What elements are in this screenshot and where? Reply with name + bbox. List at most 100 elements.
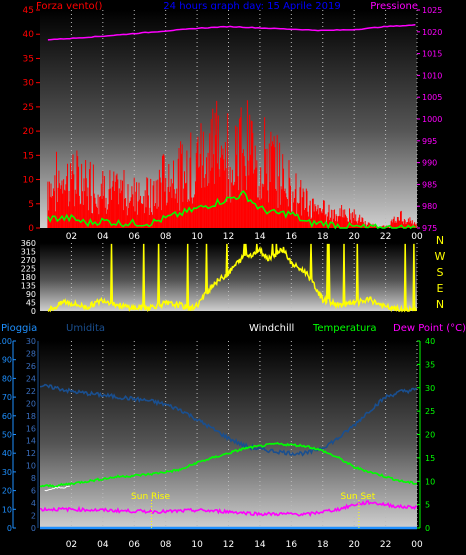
- humidity-tick-label: 12: [26, 449, 36, 458]
- wind-tick-label: 40: [23, 30, 35, 40]
- temperature-tick-label: 10: [425, 477, 435, 486]
- time-tick-label: 16: [286, 540, 298, 550]
- rain-tick-label: 80: [2, 374, 12, 383]
- gust-line: [47, 190, 416, 230]
- direction-tick-label: 225: [21, 265, 36, 274]
- wind-tick-label: 15: [23, 151, 34, 161]
- sun-markers: Sun Rise Sun Set: [131, 492, 376, 528]
- rain-axis-ticks: 0 10 20 30 40 50 60 70 80 90 100: [0, 337, 16, 533]
- legend-umidita: Umidita: [66, 323, 105, 334]
- temperature-line: [39, 441, 417, 488]
- wind-speed-series: [47, 100, 417, 228]
- humidity-tick-label: 24: [26, 374, 36, 383]
- pressure-tick-label: 1015: [422, 50, 442, 59]
- time-tick-label: 14: [254, 232, 266, 242]
- humidity-line: [39, 383, 417, 457]
- wind-tick-label: 25: [23, 103, 34, 113]
- humidity-tick-label: 6: [31, 487, 36, 496]
- humidity-tick-label: 26: [26, 362, 36, 371]
- direction-tick-label: 90: [26, 290, 36, 299]
- pressure-tick-label: 980: [422, 202, 437, 211]
- time-tick-label: 10: [191, 232, 203, 242]
- humidity-tick-label: 22: [26, 387, 36, 396]
- temperature-tick-label: 35: [425, 360, 435, 369]
- rain-tick-label: 100: [0, 337, 12, 346]
- wind-tick-label: 5: [28, 200, 34, 210]
- legend-pioggia: Pioggia: [1, 323, 37, 334]
- temperature-tick-label: 20: [425, 431, 435, 440]
- time-tick-label: 04: [97, 540, 109, 550]
- time-tick-label: 00: [411, 540, 423, 550]
- temp-series: [39, 383, 418, 530]
- pressure-axis-ticks: 975 980 985 990 995 1000 1005 1010 1015 1020 1025: [417, 6, 442, 233]
- rain-tick-label: 90: [2, 356, 12, 365]
- direction-tick-label: 315: [21, 248, 36, 257]
- time-tick-label: 06: [129, 540, 141, 550]
- time-tick-label: 08: [160, 232, 172, 242]
- time-tick-label: 16: [286, 232, 298, 242]
- temperature-tick-label: 40: [425, 337, 435, 346]
- dew-point-line: [39, 500, 418, 518]
- legend-temperatura: Temperatura: [312, 323, 377, 334]
- pressure-tick-label: 1025: [422, 6, 442, 15]
- wind-direction-line: [47, 243, 417, 313]
- time-tick-label: 12: [223, 540, 234, 550]
- humidity-tick-label: 0: [31, 524, 36, 533]
- time-tick-label: 22: [380, 232, 391, 242]
- humidity-tick-label: 18: [26, 412, 36, 421]
- temperature-humidity-panel: 0102030405060708090100 02468101214161820…: [0, 337, 435, 550]
- sun-rise-label: Sun Rise: [131, 492, 170, 502]
- pressure-tick-label: 995: [422, 137, 437, 146]
- compass-label: S: [437, 266, 444, 279]
- rain-tick-label: 30: [2, 468, 12, 477]
- wind-axis-title: Forza vento(): [36, 1, 103, 12]
- rain-tick-label: 0: [7, 524, 12, 533]
- pressure-tick-label: 975: [422, 224, 437, 233]
- windchill-line: [44, 485, 70, 492]
- direction-tick-label: 45: [26, 299, 36, 308]
- time-tick-label: 02: [66, 232, 77, 242]
- humidity-tick-label: 16: [26, 424, 36, 433]
- pressure-tick-label: 990: [422, 159, 437, 168]
- pressure-axis-title: Pressione: [370, 1, 418, 12]
- wind-panel-grid: [70, 10, 418, 228]
- pressure-tick-label: 1005: [422, 93, 442, 102]
- humidity-tick-label: 20: [26, 399, 36, 408]
- pressure-tick-label: 985: [422, 180, 437, 189]
- chart-title: 24 hours graph day: 15 Aprile 2019: [163, 1, 340, 12]
- time-tick-label: 18: [317, 232, 329, 242]
- compass-label: N: [436, 298, 444, 311]
- direction-tick-label: 270: [21, 256, 36, 265]
- wind-time-ticks: 02 04 06 08 10 12 14 16 18 20 22 00: [66, 232, 423, 242]
- direction-tick-label: 135: [21, 282, 36, 291]
- temperature-tick-label: 5: [425, 501, 430, 510]
- temperature-tick-label: 30: [425, 384, 435, 393]
- time-tick-label: 06: [129, 232, 141, 242]
- time-tick-label: 22: [380, 540, 391, 550]
- direction-tick-label: 360: [21, 239, 36, 248]
- sun-set-label: Sun Set: [340, 492, 375, 502]
- time-tick-label: 14: [254, 540, 266, 550]
- compass-label: W: [435, 250, 446, 263]
- pressure-line: [47, 23, 416, 41]
- humidity-tick-label: 14: [26, 437, 36, 446]
- time-tick-label: 12: [223, 232, 234, 242]
- temperature-tick-label: 25: [425, 407, 435, 416]
- time-tick-label: 18: [317, 540, 329, 550]
- wind-series: [47, 23, 417, 230]
- wind-tick-label: 20: [23, 127, 35, 137]
- direction-series: [47, 243, 417, 313]
- direction-tick-label: 180: [21, 273, 36, 282]
- pressure-tick-label: 1020: [422, 28, 442, 37]
- time-tick-label: 10: [191, 540, 203, 550]
- humidity-tick-label: 30: [26, 337, 36, 346]
- wind-tick-label: 35: [23, 54, 34, 64]
- direction-tick-label: 0: [31, 307, 36, 316]
- compass-label: E: [437, 282, 444, 295]
- time-tick-label: 04: [97, 232, 109, 242]
